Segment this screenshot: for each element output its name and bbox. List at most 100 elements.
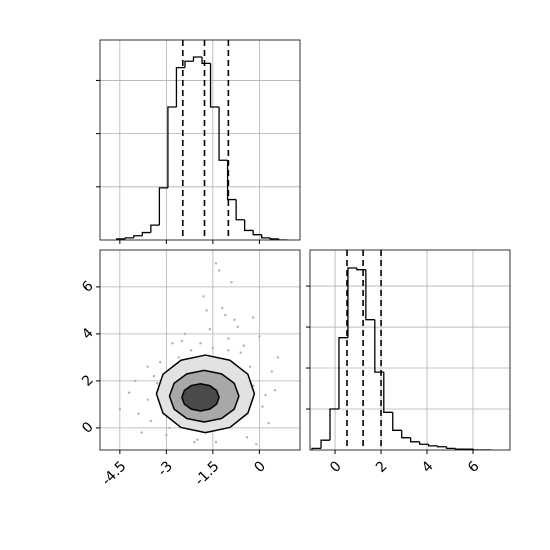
x-tick-label: 2 <box>373 458 391 476</box>
histogram-bin <box>472 449 483 450</box>
scatter-point <box>220 306 224 310</box>
scatter-point <box>199 342 202 345</box>
axes-frame <box>99 39 301 241</box>
x-tick-label: 6 <box>465 458 483 476</box>
scatter-point <box>146 398 149 401</box>
scatter-point <box>261 405 264 408</box>
scatter-point <box>276 356 280 359</box>
scatter-point <box>224 313 227 317</box>
x-tick-label: -1.5 <box>192 458 223 489</box>
histogram-bin <box>252 230 262 236</box>
histogram-bin <box>278 238 288 240</box>
y-tick-label: 4 <box>79 325 97 343</box>
histogram-bin <box>436 445 447 448</box>
histogram-bin <box>329 408 339 441</box>
histogram-bin <box>244 219 254 232</box>
scatter-point <box>239 351 242 354</box>
scatter-point <box>155 382 159 385</box>
histogram-bin <box>141 231 151 236</box>
histogram-bin <box>192 56 203 62</box>
x-tick-label: 0 <box>327 458 345 476</box>
scatter-point <box>208 328 211 331</box>
scatter-point <box>193 440 196 444</box>
scatter-point <box>255 443 258 446</box>
scatter-point <box>134 379 137 383</box>
histogram-bin <box>261 234 271 239</box>
histogram-bin <box>454 448 465 450</box>
scatter-point <box>165 433 168 437</box>
plot-area <box>311 250 492 450</box>
panel: 0 2 4 6 <box>306 249 511 476</box>
histogram-bin <box>124 237 134 239</box>
scatter-point <box>137 412 140 416</box>
scatter-point <box>248 365 252 369</box>
plot-area <box>118 262 280 446</box>
histogram-bin <box>419 441 429 445</box>
histogram-bin <box>175 67 185 108</box>
x-tick-label: 4 <box>419 458 437 476</box>
scatter-point <box>177 356 180 359</box>
scatter-point <box>214 440 218 444</box>
axes-frame <box>309 249 511 451</box>
histogram-bin <box>201 57 211 65</box>
scatter-point <box>217 269 221 272</box>
scatter-point <box>127 391 131 394</box>
scatter-point <box>158 360 162 364</box>
scatter-point <box>264 393 267 397</box>
scatter-point <box>118 407 122 411</box>
scatter-point <box>202 295 205 298</box>
histogram-bin <box>218 107 228 161</box>
histogram-bin <box>347 267 357 338</box>
panel: -4.5 -3 -1.5 0 0 2 4 6 <box>79 249 301 489</box>
y-tick-label: 0 <box>79 419 97 437</box>
scatter-point <box>227 349 230 352</box>
x-tick-label: -3 <box>155 458 176 479</box>
histogram-bin <box>338 337 348 410</box>
histogram-bin <box>320 439 330 449</box>
panel <box>96 39 301 244</box>
scatter-point <box>236 325 239 329</box>
scatter-point <box>152 375 156 378</box>
scatter-point <box>168 426 171 430</box>
scatter-point <box>140 431 143 434</box>
scatter-point <box>270 370 273 373</box>
scatter-point <box>211 346 215 350</box>
scatter-point <box>205 309 208 312</box>
contour <box>181 382 220 412</box>
scatter-point <box>251 316 255 319</box>
scatter-point <box>245 436 249 439</box>
scatter-point <box>230 280 233 284</box>
scatter-point <box>196 438 199 441</box>
histogram-bin <box>184 60 194 68</box>
scatter-point <box>171 342 174 345</box>
histogram-bin <box>311 447 322 450</box>
scatter-point <box>267 422 270 425</box>
scatter-point <box>180 339 184 343</box>
histogram-bin <box>269 237 279 240</box>
histogram-bin <box>167 106 177 188</box>
histogram-bin <box>209 63 220 108</box>
scatter-point <box>258 335 261 338</box>
scatter-point <box>233 318 236 322</box>
histogram-bin <box>445 446 456 450</box>
axes-frame <box>99 249 301 451</box>
histogram-bin <box>374 319 384 373</box>
scatter-point <box>183 332 187 336</box>
y-tick-label: 2 <box>79 372 97 390</box>
histogram-bin <box>401 430 411 439</box>
scatter-point <box>146 365 149 369</box>
scatter-point <box>227 337 230 340</box>
scatter-point <box>214 262 218 265</box>
scatter-point <box>189 349 193 352</box>
histogram-bin <box>235 199 245 221</box>
scatter-point <box>149 419 153 423</box>
histogram-bin <box>158 187 168 226</box>
x-tick-label: 0 <box>251 458 269 476</box>
plot-area <box>116 40 288 240</box>
histogram-bin <box>365 269 375 321</box>
histogram-bin <box>392 412 402 431</box>
histogram-bin <box>150 224 160 233</box>
histogram-bin <box>427 444 438 447</box>
